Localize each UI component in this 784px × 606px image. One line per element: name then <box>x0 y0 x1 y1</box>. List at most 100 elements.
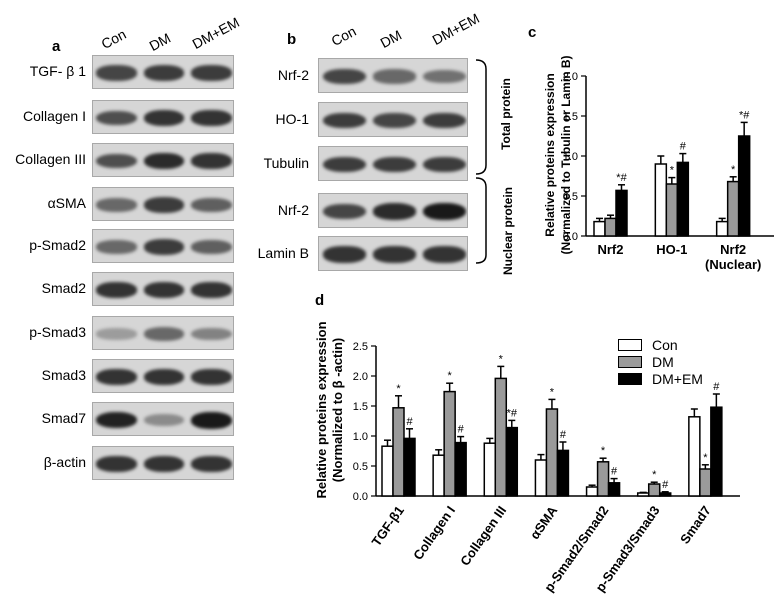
panel-a-band-7-2 <box>190 369 232 385</box>
panel-a-row-label-5: Smad2 <box>41 280 86 296</box>
panel-b-band-3-0 <box>322 203 366 220</box>
panel-b-letter: b <box>287 31 297 48</box>
legend-item-con: Con <box>618 336 703 353</box>
chart-d-ytick-label-2: 1.0 <box>353 431 368 443</box>
panel-a-band-8-2 <box>190 411 232 429</box>
panel-b-row-label-2: Tubulin <box>263 154 309 171</box>
chart-c-bar-dm-0 <box>604 217 617 237</box>
chart-d-ytick-label-4: 2.0 <box>353 371 368 383</box>
chart-c-bar-con-0 <box>593 220 606 237</box>
chart-d-mark-2-6: # <box>713 381 720 393</box>
panel-a-blot-sma-3 <box>92 187 234 221</box>
panel-a-blot-tgf-1-0 <box>92 55 234 89</box>
panel-b-band-4-1 <box>372 246 416 263</box>
chart-d-bar-con-6 <box>688 416 701 497</box>
chart-c-ylabel-line1: Relative proteins expression <box>543 73 557 236</box>
panel-a-band-2-0 <box>96 153 138 169</box>
panel-a-band-3-0 <box>96 198 138 212</box>
chart-d-bar-con-2 <box>483 442 497 497</box>
panel-b-blot-ho-1-1 <box>318 102 468 137</box>
chart-c: 0.0 0.5 1.0 1.5 2.0 Relative proteins express… <box>543 55 774 272</box>
panel-b-row-label-1: HO-1 <box>275 110 309 127</box>
panel-a-letter: a <box>52 38 61 55</box>
panel-b-blot-nrf-2-0 <box>318 58 468 93</box>
panel-a-band-4-0 <box>96 240 138 254</box>
panel-b-blot-lamin-b-4 <box>318 236 468 271</box>
panel-b-blot-tubulin-2 <box>318 146 468 181</box>
chart-d-mark-2-5: # <box>662 479 669 491</box>
panel-a-band-5-0 <box>96 282 138 298</box>
panel-a-band-9-2 <box>190 456 232 472</box>
panel-a-row-label-3: αSMA <box>47 195 86 211</box>
chart-d-mark-2-4: # <box>611 466 618 478</box>
panel-b-blot-nrf-2-3 <box>318 193 468 228</box>
panel-a-band-6-2 <box>190 327 232 341</box>
legend-label-dmem: DM+EM <box>652 370 703 387</box>
panel-b-band-2-0 <box>322 156 366 173</box>
chart-d-mark-2-0: # <box>406 416 413 428</box>
chart-d: 0.0 0.5 1.0 1.5 2.0 2.5 Relative proteins expr… <box>314 321 740 595</box>
chart-d-bar-dm-3 <box>545 408 559 497</box>
panel-a-band-7-0 <box>96 369 138 385</box>
panel-b-band-1-2 <box>422 112 466 129</box>
chart-d-bar-dm-1 <box>443 390 456 497</box>
chart-c-ytick-label-3: 1.5 <box>563 111 578 123</box>
chart-d-category-label-0: TGF-β1 <box>369 503 407 549</box>
panel-a-blot-smad7-8 <box>92 402 234 436</box>
chart-d-bar-dm-em-4 <box>607 482 621 497</box>
panel-b-lane-con: Con <box>328 22 359 49</box>
chart-d-bar-dm-5 <box>647 483 661 497</box>
nuclear-protein-label: Nuclear protein <box>501 186 515 276</box>
panel-a-band-5-1 <box>143 282 185 298</box>
chart-c-category-label-0-0: Nrf2 <box>597 242 623 257</box>
panel-a-lane-dmem: DM+EM <box>189 13 242 52</box>
nuclear-protein-bracket <box>475 177 487 264</box>
chart-c-bar-con-2 <box>715 220 729 237</box>
panel-a-band-7-1 <box>143 369 185 385</box>
panel-b-band-0-0 <box>322 68 366 85</box>
panel-a-band-2-1 <box>143 152 185 170</box>
chart-d-ytick-label-1: 0.5 <box>353 461 368 473</box>
panel-a-band-0-1 <box>143 65 185 81</box>
panel-a-band-1-1 <box>143 110 185 126</box>
panel-b-band-1-0 <box>322 112 366 129</box>
panel-a-row-label-4: p-Smad2 <box>29 237 86 253</box>
total-protein-bracket <box>475 59 487 175</box>
panel-a-blot-collagen-iii-2 <box>92 143 234 177</box>
chart-d-bar-con-1 <box>432 454 445 497</box>
panel-a-band-2-2 <box>190 153 232 169</box>
panel-a-row-label-1: Collagen I <box>22 108 86 124</box>
chart-d-bar-dm-6 <box>699 468 712 497</box>
panel-a-band-8-1 <box>143 413 185 427</box>
panel-b-band-2-2 <box>422 156 466 173</box>
chart-c-bar-dm-em-2 <box>737 135 751 237</box>
legend-item-dm: DM <box>618 353 703 370</box>
chart-d-bar-dm-2 <box>494 377 508 497</box>
chart-d-category-label-1: Collagen I <box>410 503 458 562</box>
legend-swatch-dm <box>618 355 642 368</box>
chart-d-category-label-2: Collagen III <box>457 503 509 568</box>
chart-c-category-label-2-1: (Nuclear) <box>705 257 761 272</box>
panel-a-blot-smad3-7 <box>92 359 234 393</box>
panel-b-band-2-1 <box>372 156 416 173</box>
chart-c-bar-dm-em-1 <box>676 161 690 237</box>
panel-a-row-label-8: Smad7 <box>41 410 86 426</box>
chart-d-bar-dm-em-6 <box>710 406 723 497</box>
chart-d-ytick-label-5: 2.5 <box>353 341 368 353</box>
chart-d-bar-con-0 <box>381 445 394 497</box>
chart-c-bar-con-1 <box>654 163 668 237</box>
panel-a-blot-actin-9 <box>92 446 234 480</box>
chart-c-category-label-1-0: HO-1 <box>656 242 687 257</box>
panel-b-band-0-2 <box>422 69 466 84</box>
chart-d-mark-1-5: * <box>652 469 657 481</box>
panel-a-lane-dm: DM <box>146 29 174 54</box>
legend-item-dmem: DM+EM <box>618 370 703 387</box>
legend-label-con: Con <box>652 336 678 353</box>
panel-a-band-3-1 <box>143 197 185 213</box>
chart-d-bar-dm-em-1 <box>454 441 467 497</box>
chart-c-category-label-2-0: Nrf2 <box>720 242 746 257</box>
panel-b-row-label-4: Lamin B <box>257 244 309 261</box>
panel-a-band-8-0 <box>96 411 138 429</box>
chart-d-bar-dm-em-3 <box>556 449 570 497</box>
chart-d-bar-dm-em-0 <box>403 437 416 497</box>
